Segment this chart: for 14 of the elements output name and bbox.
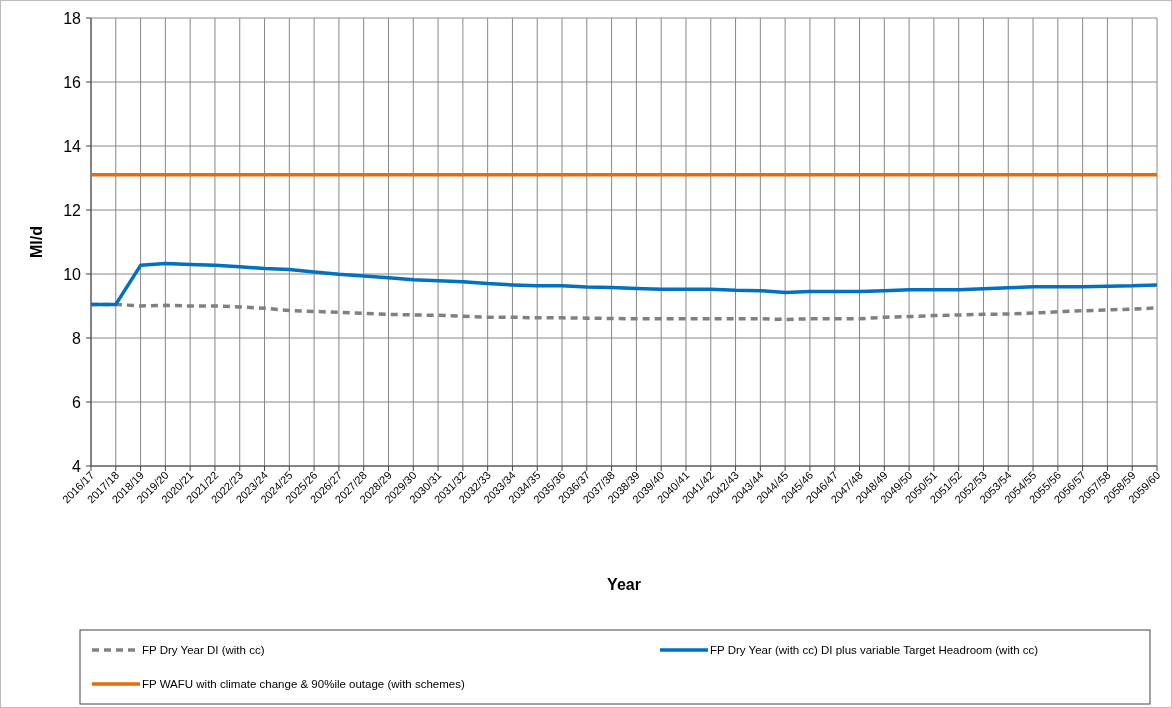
y-tick-label: 4: [72, 458, 82, 475]
y-tick-label: 12: [63, 202, 82, 219]
legend-label: FP Dry Year (with cc) DI plus variable Target Headroom (with cc): [710, 644, 1039, 656]
y-tick-label: 6: [72, 394, 82, 411]
y-tick-label: 18: [63, 10, 82, 27]
y-tick-label: 8: [72, 330, 82, 347]
y-axis-title: Ml/d: [28, 226, 45, 258]
line-series: [89, 261, 1159, 307]
y-tick-label: 14: [63, 138, 82, 155]
y-tick-label: 16: [63, 74, 82, 91]
legend-label: FP Dry Year DI (with cc): [142, 644, 265, 656]
y-tick-label: 10: [63, 266, 82, 283]
legend-label: FP WAFU with climate change & 90%ile outage (with schemes): [142, 678, 465, 690]
x-axis-title: Year: [607, 576, 641, 593]
